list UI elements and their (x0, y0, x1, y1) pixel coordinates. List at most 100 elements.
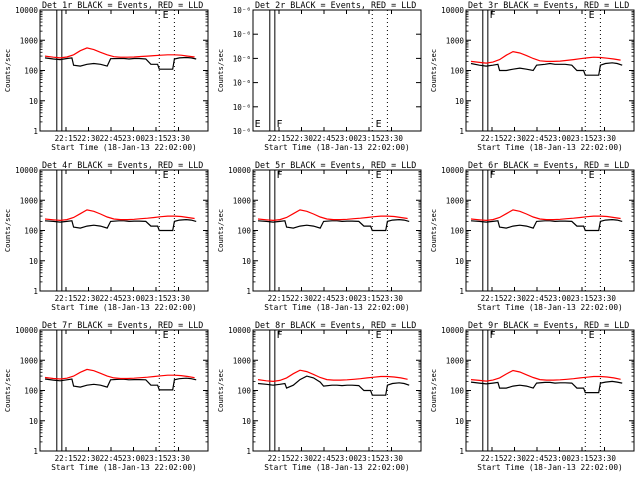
x-axis-label: Start Time (18-Jan-13 22:02:00) (51, 303, 197, 312)
y-tick-label: 1 (459, 447, 464, 456)
y-tick-label: 10 (242, 417, 252, 426)
x-axis-label: Start Time (18-Jan-13 22:02:00) (477, 463, 623, 472)
x-tick-label: 23:15 (145, 454, 168, 463)
panel-title: Det 5r BLACK = Events, RED = LLD (255, 160, 416, 170)
series-lld-line (44, 47, 195, 59)
y-tick-label: 1 (459, 287, 464, 296)
y-tick-label: 1 (33, 127, 38, 136)
y-tick-label: 1 (33, 287, 38, 296)
series-events-line (44, 377, 197, 391)
x-tick-label: 23:15 (571, 294, 594, 303)
x-tick-label: 22:45 (100, 134, 123, 143)
x-tick-label: 23:30 (380, 134, 403, 143)
y-tick-label: 10⁻⁶ (233, 30, 251, 39)
x-tick-label: 23:30 (167, 294, 190, 303)
panel-title: Det 3r BLACK = Events, RED = LLD (468, 0, 629, 10)
x-tick-label: 22:15 (268, 454, 291, 463)
series-events-line (257, 218, 410, 232)
x-tick-label: 23:00 (335, 454, 358, 463)
x-tick-label: 22:30 (503, 294, 526, 303)
y-tick-label: 10⁻⁶ (233, 54, 251, 63)
x-axis-label: Start Time (18-Jan-13 22:02:00) (477, 143, 623, 152)
x-tick-label: 22:45 (526, 454, 549, 463)
flag-label: E (163, 170, 169, 181)
y-tick-label: 1000 (233, 356, 252, 365)
x-axis-label: Start Time (18-Jan-13 22:02:00) (51, 143, 197, 152)
panel-det-5r: Det 5r BLACK = Events, RED = LLD 22:15 22:… (216, 160, 422, 312)
y-tick-label: 10 (455, 97, 465, 106)
y-axis-label: Counts/sec (216, 369, 225, 412)
y-tick-label: 1000 (446, 356, 465, 365)
x-tick-label: 22:15 (55, 454, 78, 463)
series-lld-line (257, 369, 408, 383)
y-tick-label: 10⁻⁶ (233, 127, 251, 136)
y-tick-label: 1 (246, 287, 251, 296)
y-tick-label: 10000 (15, 6, 38, 15)
series-lld-line (470, 50, 621, 64)
x-tick-label: 22:30 (290, 134, 313, 143)
y-axis-label: Counts/sec (216, 209, 225, 252)
x-tick-label: 23:30 (167, 134, 190, 143)
y-tick-label: 10⁻⁶ (233, 79, 251, 88)
x-tick-label: 23:30 (593, 294, 616, 303)
flag-label: F (490, 330, 496, 341)
x-tick-label: 23:00 (335, 134, 358, 143)
y-tick-label: 1 (459, 127, 464, 136)
series-events-line (44, 218, 197, 232)
flag-label: F (277, 330, 283, 341)
panel-title: Det 1r BLACK = Events, RED = LLD (42, 0, 203, 10)
y-tick-label: 1 (246, 447, 251, 456)
x-tick-label: 22:15 (481, 134, 504, 143)
flag-label: E (589, 170, 595, 181)
x-tick-label: 23:00 (548, 454, 571, 463)
y-tick-label: 10 (242, 257, 252, 266)
flag-label: F (490, 170, 496, 181)
series-lld-line (470, 369, 621, 382)
x-tick-label: 22:30 (77, 294, 100, 303)
x-tick-label: 22:30 (77, 454, 100, 463)
panel-title: Det 8r BLACK = Events, RED = LLD (255, 320, 416, 330)
y-axis-label: Counts/sec (429, 49, 438, 92)
y-tick-label: 1 (33, 447, 38, 456)
x-tick-label: 22:45 (100, 294, 123, 303)
y-tick-label: 10⁻⁶ (233, 6, 251, 15)
y-tick-label: 100 (237, 227, 251, 236)
x-tick-label: 22:15 (268, 134, 291, 143)
x-tick-label: 23:15 (571, 454, 594, 463)
x-tick-label: 23:30 (380, 294, 403, 303)
x-tick-label: 22:45 (313, 294, 336, 303)
x-tick-label: 22:30 (503, 454, 526, 463)
x-tick-label: 22:15 (481, 454, 504, 463)
flag-label: E (255, 119, 261, 130)
x-tick-label: 23:30 (593, 454, 616, 463)
x-tick-label: 22:45 (313, 134, 336, 143)
series-events-line (470, 218, 623, 232)
y-tick-label: 10 (455, 417, 465, 426)
x-tick-label: 23:30 (380, 454, 403, 463)
x-tick-label: 22:45 (100, 454, 123, 463)
x-tick-label: 22:15 (268, 294, 291, 303)
y-tick-label: 100 (24, 67, 38, 76)
x-tick-label: 23:15 (358, 294, 381, 303)
x-axis-label: Start Time (18-Jan-13 22:02:00) (264, 143, 410, 152)
x-tick-label: 23:15 (145, 294, 168, 303)
x-tick-label: 23:15 (145, 134, 168, 143)
x-tick-label: 22:15 (55, 134, 78, 143)
y-axis-label: Counts/sec (429, 369, 438, 412)
y-tick-label: 10000 (441, 166, 464, 175)
x-tick-label: 23:00 (548, 134, 571, 143)
x-tick-label: 23:15 (571, 134, 594, 143)
panel-det-1r: Det 1r BLACK = Events, RED = LLD 22:15 22:… (3, 0, 209, 152)
y-tick-label: 10 (29, 97, 39, 106)
y-tick-label: 100 (450, 67, 464, 76)
y-axis-label: Counts/sec (3, 209, 12, 252)
flag-label: E (589, 10, 595, 21)
x-axis-label: Start Time (18-Jan-13 22:02:00) (264, 303, 410, 312)
x-tick-label: 22:30 (503, 134, 526, 143)
series-lld-line (44, 368, 195, 380)
